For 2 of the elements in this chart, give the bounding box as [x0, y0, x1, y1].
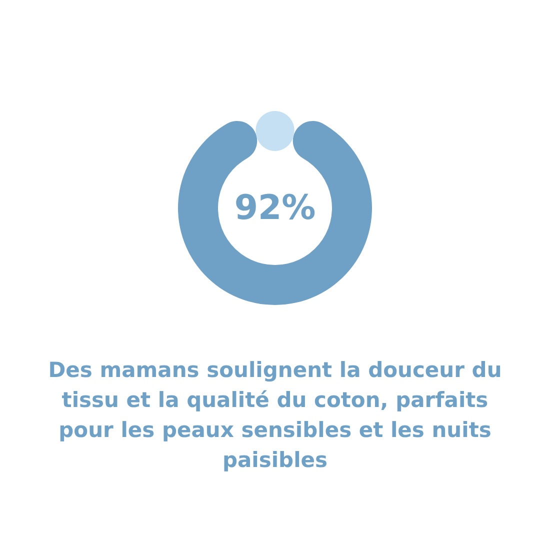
- data-label: 92%: [234, 188, 316, 228]
- text: Des mamans soulignent la douceur du tissu et la qualité du coton, parfaits pour les peaux sensibles et les nuits paisibles: [47, 357, 503, 474]
